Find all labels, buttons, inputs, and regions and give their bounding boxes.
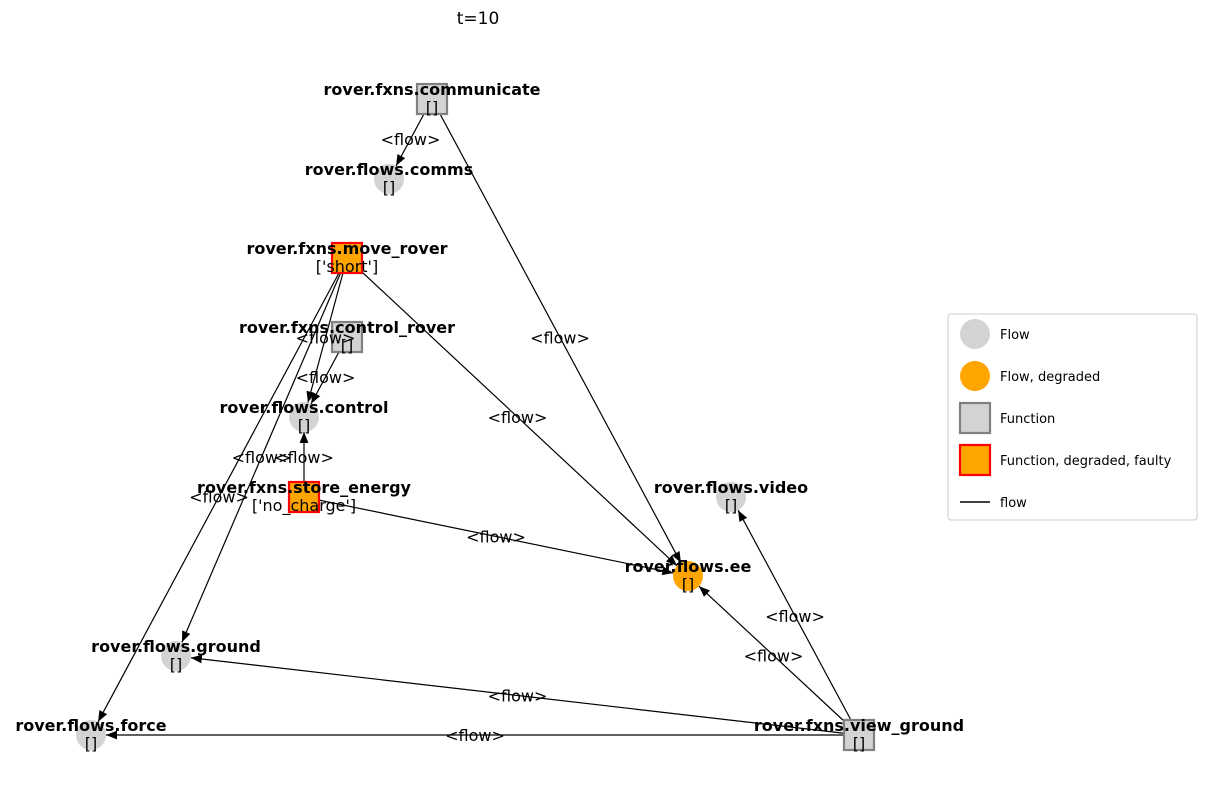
edge-label-move_rover-to-control: <flow> bbox=[296, 329, 356, 348]
legend-symbol-flow-degraded bbox=[960, 361, 990, 391]
edge-label-move_rover-to-ground: <flow> bbox=[232, 448, 292, 467]
edge-label-view_ground-to-ee: <flow> bbox=[744, 647, 804, 666]
node-control-rover bbox=[330, 320, 364, 354]
node-state-force: [] bbox=[85, 734, 97, 753]
legend-label-function-degraded-faulty: Function, degraded, faulty bbox=[1000, 454, 1172, 469]
edge-view_ground-to-ground bbox=[190, 654, 860, 736]
legend-item-flow: Flow bbox=[960, 319, 1030, 349]
edge-label-store_energy-to-control: <flow> bbox=[274, 448, 334, 467]
edge-view_ground-to-video bbox=[737, 509, 860, 736]
legend-frame bbox=[947, 313, 1198, 521]
legend-symbol-flow bbox=[960, 319, 990, 349]
node-label-ee: rover.flows.ee bbox=[625, 557, 752, 576]
legend-symbol-function-degraded-faulty bbox=[958, 443, 992, 477]
legend-label-function: Function bbox=[1000, 412, 1055, 427]
node-label-ground: rover.flows.ground bbox=[91, 637, 261, 656]
node-state-ground: [] bbox=[170, 655, 182, 674]
edge-view_ground-to-ee bbox=[698, 585, 860, 736]
node-force bbox=[76, 720, 106, 750]
edge-move_rover-to-control bbox=[306, 257, 348, 403]
edge-label-view_ground-to-force: <flow> bbox=[445, 726, 505, 745]
node-label-store-energy: rover.fxns.store_energy bbox=[197, 478, 411, 497]
legend-item-function-degraded-faulty: Function, degraded, faulty bbox=[958, 443, 1172, 477]
edge-label-move_rover-to-ee: <flow> bbox=[488, 408, 548, 427]
nodes-layer bbox=[76, 82, 876, 752]
node-state-video: [] bbox=[725, 496, 737, 515]
legend-label-flow-degraded: Flow, degraded bbox=[1000, 370, 1100, 385]
node-ground bbox=[161, 641, 191, 671]
node-state-control: [] bbox=[298, 416, 310, 435]
node-label-control: rover.flows.control bbox=[220, 398, 389, 417]
node-label-video: rover.flows.video bbox=[654, 478, 808, 497]
node-labels-layer: rover.fxns.communicate[]rover.flows.comm… bbox=[15, 80, 964, 753]
legend-label-flow-edge: flow bbox=[1000, 496, 1027, 511]
node-state-comms: [] bbox=[383, 178, 395, 197]
node-communicate bbox=[415, 82, 449, 116]
node-state-communicate: [] bbox=[426, 98, 438, 117]
edge-communicate-to-ee bbox=[431, 98, 682, 564]
node-comms bbox=[374, 164, 404, 194]
node-view-ground bbox=[842, 718, 876, 752]
node-label-comms: rover.flows.comms bbox=[305, 160, 473, 179]
node-move-rover bbox=[330, 241, 364, 275]
edges-layer bbox=[97, 98, 860, 740]
edge-label-move_rover-to-force: <flow> bbox=[189, 488, 249, 507]
edge-labels-layer: <flow><flow><flow><flow><flow><flow><flo… bbox=[189, 130, 825, 745]
edge-store_energy-to-ee bbox=[303, 496, 674, 576]
node-label-move-rover: rover.fxns.move_rover bbox=[246, 239, 447, 258]
node-state-move-rover: ['short'] bbox=[316, 257, 378, 276]
node-label-communicate: rover.fxns.communicate bbox=[324, 80, 541, 99]
legend: Flow Flow, degraded Function Function, degr… bbox=[947, 313, 1198, 521]
legend-item-function: Function bbox=[958, 401, 1055, 435]
edge-move_rover-to-force bbox=[97, 257, 348, 723]
edge-move_rover-to-ee bbox=[346, 257, 678, 567]
node-video bbox=[716, 482, 746, 512]
node-state-store-energy: ['no_charge'] bbox=[252, 496, 356, 516]
node-label-control-rover: rover.fxns.control_rover bbox=[239, 318, 455, 337]
node-state-ee: [] bbox=[682, 575, 694, 594]
legend-label-flow: Flow bbox=[1000, 328, 1030, 343]
edge-label-communicate-to-comms: <flow> bbox=[381, 130, 441, 149]
edge-move_rover-to-ground bbox=[181, 257, 348, 643]
diagram-title: t=10 bbox=[457, 9, 500, 29]
node-label-force: rover.flows.force bbox=[15, 716, 166, 735]
edge-label-view_ground-to-ground: <flow> bbox=[488, 687, 548, 706]
node-label-view-ground: rover.fxns.view_ground bbox=[754, 716, 964, 735]
edge-label-store_energy-to-ee: <flow> bbox=[466, 528, 526, 547]
node-ee bbox=[673, 561, 703, 591]
legend-item-flow-degraded: Flow, degraded bbox=[960, 361, 1100, 391]
legend-symbol-function bbox=[958, 401, 992, 435]
node-control bbox=[289, 402, 319, 432]
node-state-control-rover: [] bbox=[341, 336, 353, 355]
edge-label-view_ground-to-video: <flow> bbox=[765, 607, 825, 626]
node-store-energy bbox=[287, 480, 321, 514]
edge-label-communicate-to-ee: <flow> bbox=[530, 329, 590, 348]
node-state-view-ground: [] bbox=[853, 734, 865, 753]
edge-label-control_rover-to-control: <flow> bbox=[296, 368, 356, 387]
legend-item-flow-edge: flow bbox=[960, 496, 1027, 511]
